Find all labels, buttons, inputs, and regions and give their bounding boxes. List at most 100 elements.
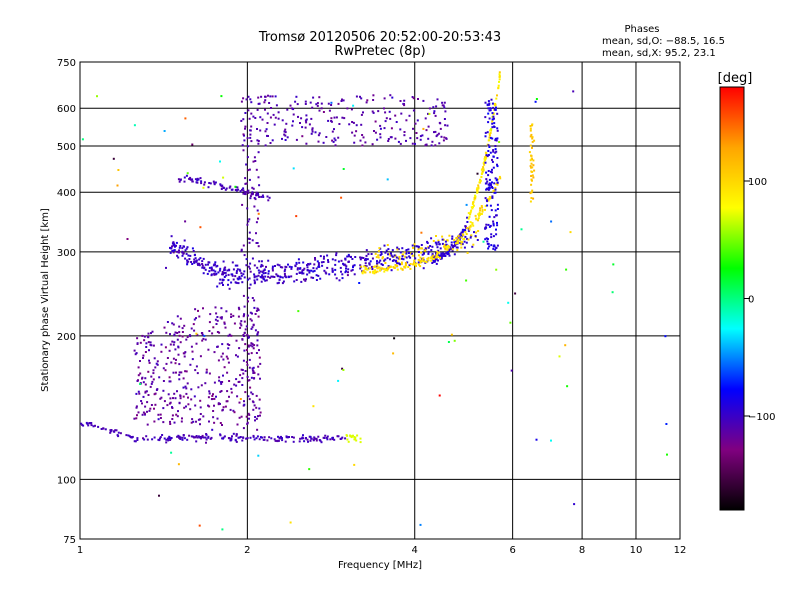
data-point bbox=[195, 259, 198, 262]
data-point bbox=[161, 434, 164, 436]
data-point bbox=[283, 273, 286, 275]
data-point bbox=[171, 418, 174, 420]
data-point bbox=[351, 131, 354, 134]
data-point bbox=[207, 263, 209, 266]
data-point bbox=[446, 253, 449, 256]
data-point bbox=[485, 182, 488, 185]
data-point bbox=[439, 256, 442, 259]
data-point bbox=[235, 354, 237, 357]
data-point bbox=[340, 437, 343, 440]
data-point bbox=[352, 104, 355, 107]
data-point bbox=[176, 415, 179, 418]
data-point bbox=[239, 436, 242, 438]
data-point bbox=[488, 109, 491, 112]
data-point bbox=[243, 192, 246, 195]
data-point bbox=[489, 170, 492, 173]
data-point bbox=[221, 381, 224, 383]
data-point bbox=[242, 273, 245, 276]
data-point bbox=[487, 198, 490, 201]
data-point bbox=[492, 166, 495, 169]
data-point bbox=[403, 251, 406, 254]
data-point bbox=[484, 131, 487, 134]
data-point bbox=[258, 398, 261, 401]
data-point bbox=[235, 378, 238, 381]
data-point bbox=[257, 142, 260, 145]
data-point bbox=[142, 411, 145, 414]
data-point bbox=[529, 125, 532, 127]
data-point bbox=[507, 301, 510, 304]
data-point bbox=[366, 99, 369, 102]
data-point bbox=[484, 205, 487, 208]
data-point bbox=[236, 423, 239, 426]
data-point bbox=[201, 436, 204, 439]
data-point bbox=[193, 261, 196, 264]
data-point bbox=[359, 258, 362, 261]
data-point bbox=[113, 430, 116, 433]
data-point bbox=[239, 398, 242, 400]
data-point bbox=[247, 345, 250, 348]
data-point bbox=[535, 438, 538, 441]
data-point bbox=[284, 265, 287, 268]
data-point bbox=[531, 189, 534, 192]
data-point bbox=[278, 278, 281, 281]
data-point bbox=[314, 131, 317, 134]
data-point bbox=[461, 233, 464, 236]
data-point bbox=[394, 114, 397, 117]
data-point bbox=[419, 523, 422, 526]
data-point bbox=[246, 334, 249, 337]
data-point bbox=[483, 158, 486, 160]
data-point bbox=[133, 417, 136, 420]
data-point bbox=[431, 257, 434, 260]
data-point bbox=[362, 111, 364, 114]
data-point bbox=[184, 117, 187, 120]
data-point bbox=[331, 267, 334, 270]
data-point bbox=[384, 120, 387, 123]
data-point bbox=[435, 135, 438, 138]
data-point bbox=[276, 282, 279, 285]
data-point bbox=[481, 206, 484, 209]
data-point bbox=[303, 278, 305, 281]
data-point bbox=[235, 433, 238, 436]
data-point bbox=[495, 228, 497, 231]
data-point bbox=[250, 327, 253, 330]
data-point bbox=[192, 420, 195, 423]
data-point bbox=[315, 267, 318, 270]
data-point bbox=[292, 113, 295, 116]
data-point bbox=[488, 178, 491, 181]
data-point bbox=[212, 326, 215, 329]
data-point bbox=[530, 175, 533, 177]
data-point bbox=[273, 123, 276, 126]
data-point bbox=[480, 213, 483, 215]
data-point bbox=[425, 129, 428, 132]
data-point bbox=[472, 202, 475, 205]
data-point bbox=[245, 361, 248, 364]
data-point bbox=[260, 280, 263, 283]
data-point bbox=[295, 215, 298, 218]
data-point bbox=[446, 245, 449, 248]
data-point bbox=[477, 230, 480, 232]
data-point bbox=[202, 186, 205, 189]
data-point bbox=[443, 118, 446, 120]
data-point bbox=[338, 279, 341, 282]
data-point bbox=[169, 333, 171, 336]
data-point bbox=[376, 260, 378, 263]
data-point bbox=[477, 219, 479, 222]
x-tick-label: 1 bbox=[77, 545, 83, 556]
data-point bbox=[138, 392, 141, 395]
data-point bbox=[179, 245, 182, 247]
data-point bbox=[211, 398, 214, 400]
data-point bbox=[211, 395, 214, 397]
data-point bbox=[182, 252, 185, 255]
data-point bbox=[259, 275, 262, 278]
data-point bbox=[489, 132, 492, 134]
data-point bbox=[137, 379, 139, 382]
data-point bbox=[437, 259, 439, 262]
data-point bbox=[243, 134, 245, 137]
data-point bbox=[315, 439, 318, 442]
data-point bbox=[261, 271, 264, 274]
data-point bbox=[255, 242, 258, 244]
data-point bbox=[387, 140, 390, 142]
data-point bbox=[400, 261, 403, 264]
data-point bbox=[451, 235, 454, 238]
data-point bbox=[189, 335, 192, 338]
